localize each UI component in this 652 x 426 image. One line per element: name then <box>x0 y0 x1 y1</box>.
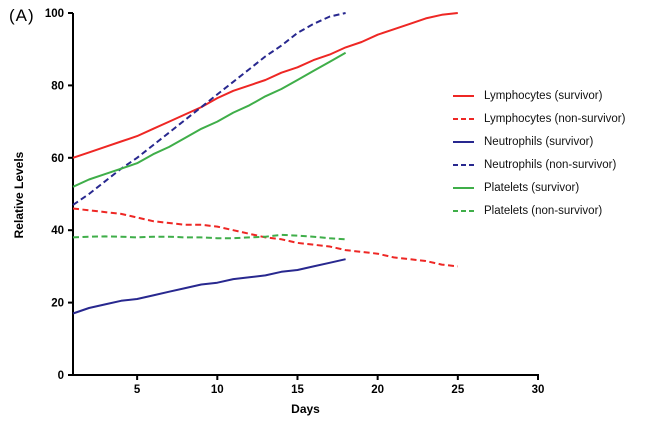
y-tick-label: 60 <box>51 153 64 165</box>
x-axis-title: Days <box>291 402 320 416</box>
legend-label: Neutrophils (non-survivor) <box>484 158 617 171</box>
legend-item: Neutrophils (non-survivor) <box>452 153 625 176</box>
x-tick-label: 15 <box>291 384 304 396</box>
panel-label: (A) <box>9 6 35 25</box>
x-tick-label: 20 <box>371 384 384 396</box>
legend-swatch-platelets-survivor <box>453 186 474 189</box>
x-tick-label: 25 <box>451 384 464 396</box>
legend-label: Platelets (survivor) <box>484 181 580 194</box>
y-tick-label: 100 <box>45 8 64 20</box>
legend-label: Platelets (non-survivor) <box>484 204 603 217</box>
series-line-5 <box>72 233 346 241</box>
series-line-3 <box>72 12 346 206</box>
series-line-2 <box>72 258 346 315</box>
y-tick-label: 40 <box>51 225 64 237</box>
y-tick-label: 0 <box>58 370 64 382</box>
y-tick-label: 20 <box>51 298 64 310</box>
legend-item: Neutrophils (survivor) <box>452 130 625 153</box>
legend-label: Lymphocytes (survivor) <box>484 89 603 102</box>
legend-swatch-neutrophils-survivor <box>453 140 474 143</box>
legend-label: Lymphocytes (non-survivor) <box>484 112 626 125</box>
legend-item: Lymphocytes (survivor) <box>452 84 625 107</box>
x-tick-label: 10 <box>211 384 224 396</box>
legend-swatch-platelets-non-survivor <box>453 209 474 212</box>
series-line-0 <box>72 12 458 159</box>
x-tick-label: 5 <box>134 384 141 396</box>
legend-label: Neutrophils (survivor) <box>484 135 594 148</box>
legend-swatch-lymphocytes-non-survivor <box>453 117 474 120</box>
legend-item: Platelets (survivor) <box>452 176 625 199</box>
x-tick-label: 30 <box>532 384 545 396</box>
legend-swatch-lymphocytes-survivor <box>453 94 474 97</box>
legend: Lymphocytes (survivor) Lymphocytes (non-… <box>452 84 625 222</box>
legend-item: Lymphocytes (non-survivor) <box>452 107 625 130</box>
y-tick-label: 80 <box>51 80 64 92</box>
series-line-4 <box>72 51 347 188</box>
legend-swatch-neutrophils-non-survivor <box>453 163 474 166</box>
y-axis-title: Relative Levels <box>12 151 26 239</box>
legend-item: Platelets (non-survivor) <box>452 199 625 222</box>
